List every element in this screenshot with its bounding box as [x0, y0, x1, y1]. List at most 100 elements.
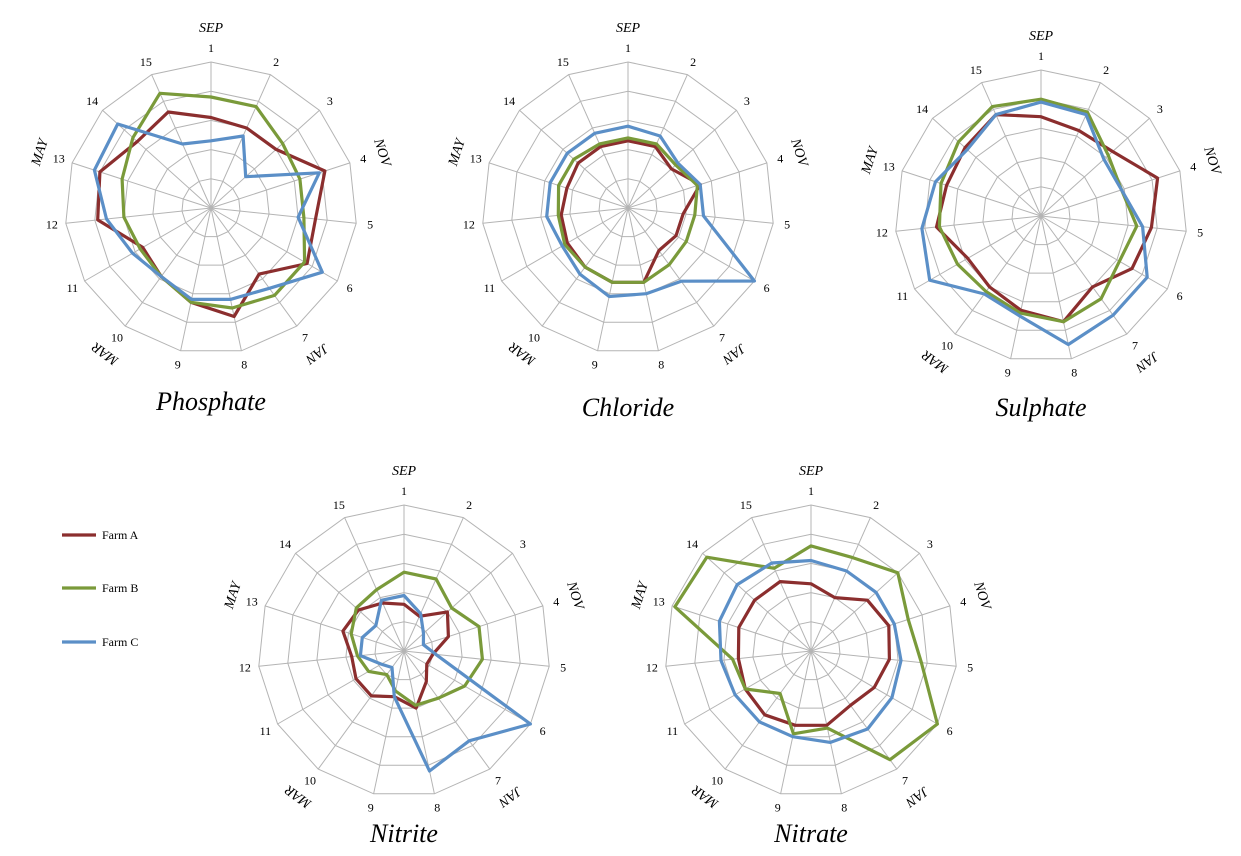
spoke-label: 12	[646, 661, 658, 675]
spoke-label: 14	[686, 537, 698, 551]
spoke-label: 3	[1157, 102, 1163, 116]
spoke-label: 2	[466, 498, 472, 512]
spoke	[344, 517, 405, 652]
spoke-label: 3	[520, 537, 526, 551]
spoke	[124, 207, 212, 327]
series-farm-b-chloride	[556, 136, 700, 284]
spoke	[810, 605, 951, 652]
spoke-label: 2	[873, 498, 879, 512]
series-farm-b-nitrite	[349, 570, 484, 707]
spoke-label: 9	[368, 801, 374, 815]
spoke	[627, 207, 755, 282]
spoke	[84, 207, 212, 282]
spoke	[780, 650, 812, 794]
spoke-label: 13	[53, 152, 65, 166]
spoke-label: 5	[967, 661, 973, 675]
spoke-label: 3	[744, 94, 750, 108]
spoke	[627, 207, 659, 351]
series-farm-a-nitrite	[341, 601, 450, 710]
spoke	[65, 207, 212, 224]
spoke-label: 9	[775, 801, 781, 815]
spoke	[932, 117, 1042, 217]
month-label-may: MAY	[629, 578, 653, 612]
spoke-label: 4	[777, 152, 783, 166]
spoke	[102, 109, 212, 209]
month-label-nov: NOV	[970, 579, 994, 613]
grid-ring	[123, 119, 299, 295]
grid-ring	[181, 178, 241, 238]
spoke	[210, 162, 351, 209]
grid-ring	[598, 178, 658, 238]
spoke-label: 9	[1005, 366, 1011, 380]
spoke-label: 4	[1190, 160, 1196, 174]
spoke-label: 10	[941, 338, 953, 352]
spoke	[403, 650, 531, 725]
spoke-label: 13	[470, 152, 482, 166]
month-label-nov: NOV	[1200, 144, 1224, 178]
grid-ring	[665, 504, 957, 795]
spoke-label: 8	[658, 358, 664, 372]
spoke	[180, 207, 212, 351]
spoke	[914, 215, 1042, 290]
spoke-label: 6	[764, 281, 770, 295]
spoke	[810, 517, 871, 652]
spoke-label: 5	[367, 218, 373, 232]
spoke-label: 2	[690, 55, 696, 69]
spoke	[597, 207, 629, 351]
chart-title-phosphate: Phosphate	[155, 387, 266, 416]
radar-chart-phosphate: 123456789101112131415SEPNOVJANMARMAYPhos…	[29, 21, 394, 416]
spoke-label: 6	[1177, 289, 1183, 303]
spoke-label: 4	[553, 595, 559, 609]
month-label-sep: SEP	[799, 464, 824, 479]
spoke	[210, 207, 298, 327]
series-farm-b-nitrate	[673, 544, 940, 762]
legend-label-farm-c: Farm C	[102, 635, 138, 649]
spoke	[627, 109, 737, 209]
spoke-label: 15	[140, 55, 152, 69]
grid-ring	[374, 621, 434, 681]
radar-chart-nitrate: 123456789101112131415SEPNOVJANMARMAYNitr…	[629, 464, 994, 848]
grid-ring	[65, 61, 357, 352]
spoke	[210, 109, 320, 209]
spoke	[264, 605, 405, 652]
spoke-label: 8	[1071, 366, 1077, 380]
month-label-may: MAY	[222, 578, 246, 612]
spoke-label: 11	[260, 724, 272, 738]
grid-ring	[94, 90, 328, 323]
spoke-label: 12	[46, 218, 58, 232]
chart-title-chloride: Chloride	[582, 393, 674, 422]
series-farm-c-sulphate	[920, 100, 1149, 347]
spoke-label: 9	[592, 358, 598, 372]
grid-ring	[258, 504, 550, 795]
legend-item-farm-a: Farm A	[62, 528, 139, 542]
grid-ring	[511, 90, 745, 323]
spoke-label: 10	[711, 773, 723, 787]
grid-ring	[152, 149, 270, 266]
spoke-label: 7	[719, 330, 725, 344]
grid-ring	[316, 562, 492, 738]
spoke	[210, 207, 357, 224]
spoke-label: 1	[1038, 49, 1044, 63]
spoke	[1040, 117, 1150, 217]
spoke-label: 11	[897, 289, 909, 303]
spoke	[810, 552, 920, 652]
month-label-sep: SEP	[616, 21, 641, 36]
spoke-label: 4	[360, 152, 366, 166]
grid-ring	[1011, 186, 1071, 246]
spoke-label: 14	[279, 537, 291, 551]
spoke-label: 1	[625, 41, 631, 55]
month-label-sep: SEP	[392, 464, 417, 479]
spoke-label: 1	[808, 484, 814, 498]
legend-item-farm-b: Farm B	[62, 581, 138, 595]
month-label-nov: NOV	[787, 136, 811, 170]
spoke-label: 8	[434, 801, 440, 815]
spoke-label: 7	[902, 773, 908, 787]
spoke	[901, 170, 1042, 217]
spoke-label: 15	[557, 55, 569, 69]
spoke	[1040, 215, 1187, 232]
spoke	[317, 650, 405, 770]
spoke-label: 2	[1103, 63, 1109, 77]
spoke	[627, 207, 774, 224]
chart-title-sulphate: Sulphate	[996, 393, 1087, 422]
